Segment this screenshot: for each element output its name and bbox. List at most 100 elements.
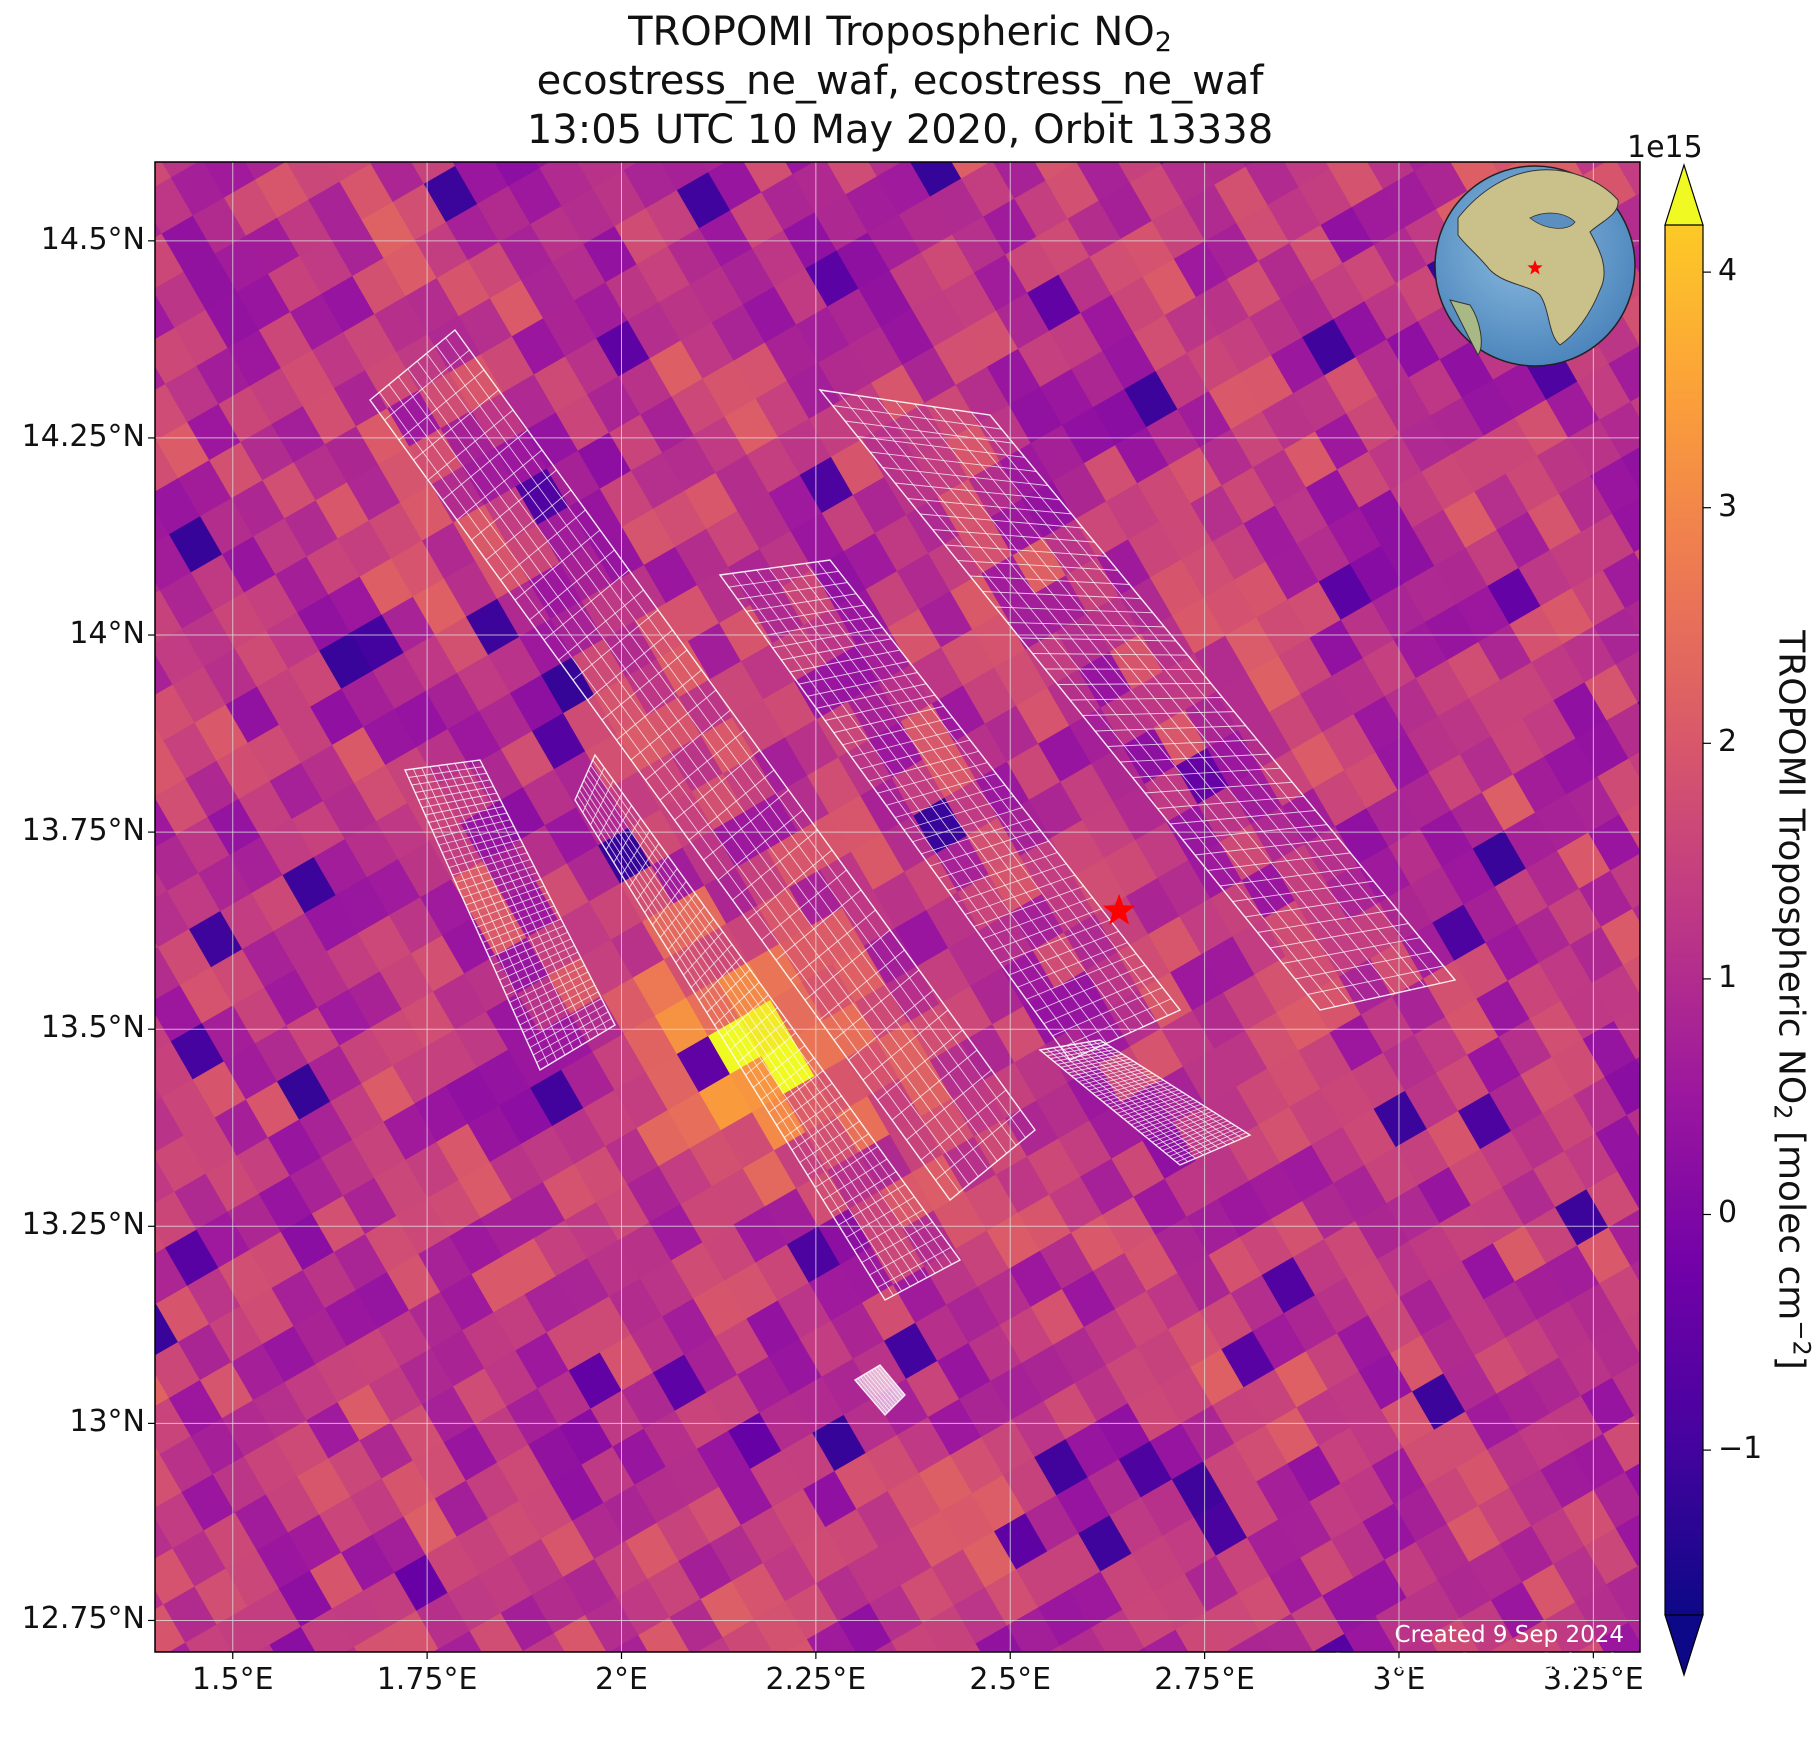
no2-pixel: [1621, 1310, 1640, 1355]
swath-grid-line: [621, 830, 651, 876]
no2-pixel: [286, 162, 287, 163]
swath-grid-line: [906, 1069, 992, 1141]
swath-grid-line: [969, 575, 1130, 585]
swath-grid-line: [500, 509, 586, 581]
swath-grid-line: [871, 1381, 895, 1401]
swath-grid-line: [1102, 1082, 1168, 1103]
swath-grid-line: [1244, 894, 1386, 918]
no2-pixel: [127, 83, 180, 139]
swath-grid-line: [582, 767, 605, 813]
no2-pixel: [283, 1721, 336, 1740]
swath-grid-line: [746, 849, 833, 921]
no2-pixel: [65, 119, 118, 175]
no2-pixel: [79, 721, 132, 777]
no2-pixel: [56, 1039, 109, 1095]
swath-grid-line: [862, 1009, 949, 1081]
swath-grid-line: [853, 1209, 924, 1251]
swath-grid-line: [536, 1017, 612, 1063]
no2-pixel: [1428, 1617, 1480, 1652]
no2-pixel: [1325, 162, 1343, 170]
no2-pixel: [1073, 1722, 1126, 1740]
no2-pixel: [37, 288, 90, 344]
no2-pixel: [43, 945, 96, 1001]
no2-pixel: [1401, 1635, 1439, 1652]
no2-pixel: [1699, 1005, 1752, 1061]
no2-pixel: [1424, 97, 1477, 153]
no2-pixel: [155, 941, 159, 950]
no2-pixel: [1711, 1099, 1764, 1155]
no2-pixel: [1613, 1005, 1640, 1060]
no2-pixel: [1557, 1697, 1610, 1740]
swath-grid-line: [645, 709, 731, 781]
swath-grid-line: [533, 1011, 609, 1056]
swath-grid-line: [848, 989, 934, 1061]
no2-pixel: [39, 1659, 92, 1715]
swath-grid-line: [894, 482, 1060, 501]
swath-grid-line: [674, 749, 760, 821]
swath-grid-line: [798, 660, 909, 685]
no2-pixel: [1349, 39, 1402, 95]
swath-grid-line: [865, 1375, 890, 1393]
lat-tick-label: 14°N: [69, 616, 145, 652]
swath-grid-line: [824, 694, 936, 721]
no2-pixel: [1708, 85, 1761, 141]
no2-pixel: [63, 476, 116, 532]
swath-grid-line: [529, 549, 615, 621]
no2-pixel: [1202, 73, 1255, 129]
globe-mediterranean: [1529, 212, 1576, 229]
no2-pixel: [98, 1472, 151, 1528]
swath-grid-line: [935, 1109, 1021, 1181]
swath-grid-line: [859, 739, 971, 770]
swath-grid-line: [471, 469, 557, 541]
swath-grid-line: [721, 994, 769, 1038]
swath-grid-line: [877, 1387, 900, 1407]
swath-grid-line: [999, 919, 1111, 964]
swath-grid-line: [438, 825, 514, 846]
no2-pixel: [1317, 57, 1370, 113]
swath-grid-line: [425, 799, 501, 816]
no2-pixel: [296, 88, 349, 144]
swath-grid-line: [1144, 1110, 1213, 1137]
no2-pixel: [1344, 1615, 1397, 1652]
no2-pixel: [1632, 904, 1640, 923]
swath-grid-line: [894, 784, 1006, 818]
swath-grid-line: [775, 889, 862, 961]
swath-grid-line: [879, 1389, 901, 1410]
lon-tick-label: 1.75°E: [376, 1662, 478, 1697]
no2-pixel: [705, 1732, 758, 1740]
swath-grid-line: [408, 766, 484, 778]
swath-grid-line: [714, 981, 760, 1026]
no2-pixel: [1602, 1415, 1640, 1473]
swath-grid-line: [807, 672, 918, 697]
no2-pixel: [50, 1246, 103, 1302]
no2-pixel: [1180, 35, 1233, 91]
no2-pixel: [1602, 551, 1640, 609]
swath-grid-line: [1026, 953, 1137, 1000]
no2-pixel: [1508, 99, 1561, 155]
swath-grid-line: [1106, 1084, 1172, 1106]
swath-grid-line: [1109, 1087, 1176, 1108]
no2-pixel: [1615, 650, 1640, 703]
no2-pixel: [1628, 751, 1640, 779]
swath-grid-line: [868, 750, 979, 782]
no2-pixel: [971, 105, 1024, 161]
no2-pixel: [1389, 1692, 1442, 1740]
swath-grid-line: [1092, 1075, 1157, 1094]
no2-pixel: [1033, 69, 1086, 125]
swath-grid-line: [880, 1390, 902, 1411]
swath-grid-line: [1123, 1096, 1191, 1120]
swath-grid-line: [869, 451, 1037, 472]
no2-pixel: [1095, 33, 1148, 89]
swath-grid-line: [919, 513, 1084, 529]
swath-grid-line: [816, 683, 927, 709]
no2-pixel: [638, 1616, 691, 1652]
no2-pixel-layer: [37, 33, 1764, 1740]
no2-pixel: [474, 36, 527, 92]
swath-grid-line: [866, 1376, 891, 1395]
no2-pixel: [52, 889, 105, 945]
swath-grid-line: [861, 1221, 933, 1263]
swath-grid-line: [838, 1183, 906, 1226]
swath-grid-line: [587, 629, 673, 701]
no2-pixel: [155, 581, 161, 594]
no2-pixel: [535, 162, 551, 169]
